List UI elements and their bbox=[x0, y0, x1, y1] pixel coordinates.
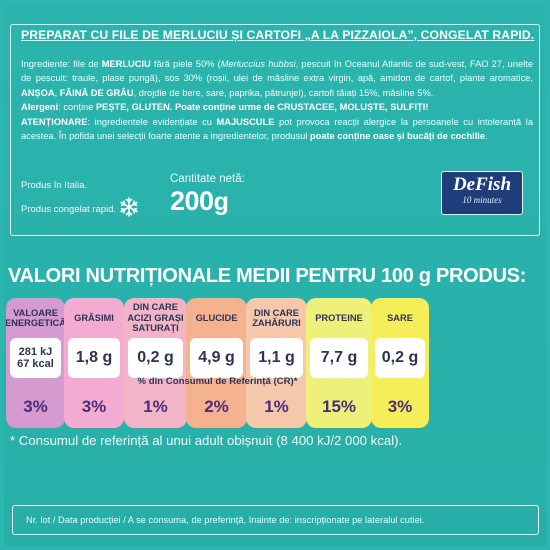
ingredient-merluciu: MERLUCIU bbox=[101, 59, 151, 69]
allergens-line: Alergeni: conține PEȘTE, GLUTEN. Poate c… bbox=[21, 100, 533, 114]
ingredients-part: , pescuit în Oceanul Atlantic de sud-ves… bbox=[21, 59, 533, 84]
nutrient-card-sugars: DIN CARE ZAHĂRURI 1,1 g 1% bbox=[246, 298, 307, 428]
latin-name: Merluccius hubbsi bbox=[220, 59, 296, 69]
attention-label: ATENȚIONARE bbox=[21, 116, 88, 127]
package-background bbox=[4, 4, 546, 546]
nutrient-value: 4,9 g bbox=[190, 338, 243, 378]
nutrient-card-fat: GRĂSIMI 1,8 g 3% bbox=[64, 298, 124, 428]
product-title: PREPARAT CU FILE DE MERLUCIU ȘI CARTOFI … bbox=[21, 28, 535, 42]
nutrient-header: PROTEINE bbox=[315, 312, 363, 323]
nutrient-value: 281 kJ 67 kcal bbox=[10, 338, 61, 378]
nutrient-value: 0,2 g bbox=[128, 338, 183, 378]
reference-intake-label: % din Consumul de Referință (CR)* bbox=[137, 376, 298, 387]
nutrient-header: DIN CARE ACIZI GRAȘI SATURAȚI bbox=[127, 302, 184, 334]
nutrient-percent: 1% bbox=[264, 397, 289, 416]
net-quantity-number: 200 bbox=[170, 186, 214, 216]
nutrient-value: 7,7 g bbox=[310, 338, 368, 378]
nutrient-header: VALOARE ENERGETICĂ bbox=[6, 307, 65, 329]
logo-subtitle: 10 minutes bbox=[462, 195, 502, 205]
allergens-label: Alergeni bbox=[21, 102, 59, 113]
ingredients-prefix: Ingrediente: file de bbox=[21, 59, 102, 69]
nutrient-card-saturates: DIN CARE ACIZI GRAȘI SATURAȚI 0,2 g 1% bbox=[124, 298, 187, 428]
net-quantity-unit: g bbox=[213, 188, 229, 216]
nutrient-value: 0,2 g bbox=[375, 338, 425, 378]
logo-brand: DeFish bbox=[452, 174, 512, 195]
nutrition-title: VALORI NUTRIȚIONALE MEDII PENTRU 100 g P… bbox=[8, 265, 527, 287]
snowflake-icon bbox=[120, 197, 138, 217]
ingredients-part: , drojdie de bere, sare, paprika, pătrun… bbox=[133, 87, 434, 98]
attention-part: . bbox=[485, 131, 488, 142]
attention-line: ATENȚIONARE: ingredientele evidențiate c… bbox=[21, 115, 533, 144]
attention-bones: poate conține oase și bucăți de cochilie bbox=[309, 131, 486, 142]
nutrient-header: DIN CARE ZAHĂRURI bbox=[252, 307, 301, 329]
nutrient-card-salt: SARE 0,2 g 3% bbox=[371, 298, 429, 428]
allergens-part: : conține bbox=[58, 102, 96, 113]
ingredients-part: fără piele 50% ( bbox=[150, 59, 221, 69]
nutrient-percent: 2% bbox=[204, 397, 229, 416]
ingredients-part: , bbox=[54, 87, 60, 98]
nutrient-card-protein: PROTEINE 7,7 g 15% bbox=[306, 298, 372, 428]
net-quantity-label: Cantitate netă: bbox=[170, 173, 245, 185]
reference-footnote: * Consumul de referință al unui adult ob… bbox=[10, 433, 403, 448]
net-quantity-value: 200g bbox=[170, 186, 229, 217]
attention-part: pot provoca reacții alergice la persoane… bbox=[21, 116, 533, 142]
nutrient-header: SARE bbox=[387, 312, 413, 323]
nutrient-percent: 1% bbox=[143, 397, 168, 416]
allergens-list: PEȘTE, GLUTEN. Poate conține urme de CRU… bbox=[95, 102, 429, 113]
frozen-label: Produs congelat rapid. bbox=[21, 204, 117, 215]
ingredients-panel bbox=[10, 24, 540, 236]
ingredients-text: Ingrediente: file de MERLUCIU fără piele… bbox=[21, 57, 533, 143]
lot-panel bbox=[12, 505, 539, 535]
nutrient-percent: 3% bbox=[387, 397, 413, 416]
lot-text: Nr. lot / Data producției / A se consuma… bbox=[26, 515, 425, 525]
nutrient-percent: 15% bbox=[321, 397, 357, 416]
nutrient-value: 1,8 g bbox=[68, 338, 120, 378]
ingredient-faina: FĂINĂ DE GRÂU bbox=[59, 87, 134, 98]
nutrient-value: 1,1 g bbox=[250, 338, 303, 378]
nutrient-card-energy: VALOARE ENERGETICĂ 281 kJ 67 kcal 3% bbox=[6, 298, 65, 428]
nutrient-percent: 3% bbox=[81, 397, 107, 416]
defish-logo: DeFish 10 minutes bbox=[441, 171, 523, 215]
nutrient-header: GRĂSIMI bbox=[74, 312, 114, 323]
attention-part: : ingredientele evidențiate cu bbox=[87, 116, 217, 127]
nutrient-card-carbs: GLUCIDE 4,9 g 2% bbox=[186, 298, 247, 428]
nutrient-header: GLUCIDE bbox=[195, 312, 238, 323]
ingredient-ansoa: ANȘOA bbox=[21, 87, 55, 98]
made-in-italy: Produs în Italia. bbox=[21, 180, 88, 191]
attention-caps: MAJUSCULE bbox=[216, 116, 275, 127]
nutrient-percent: 3% bbox=[23, 397, 48, 416]
